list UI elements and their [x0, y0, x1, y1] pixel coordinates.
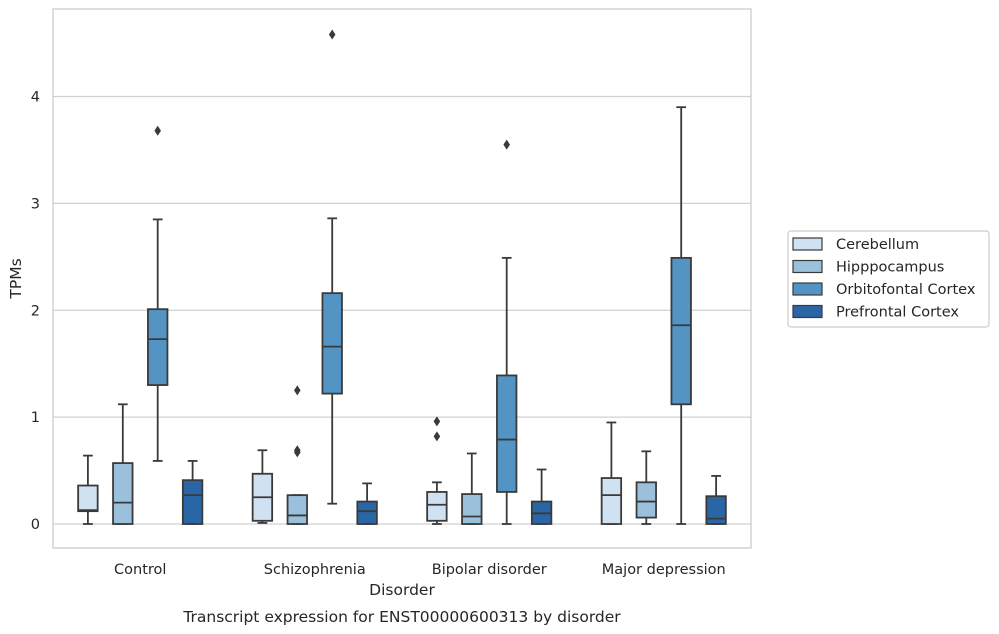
box-prefrontal-cortex [181, 460, 204, 525]
box-iqr [147, 308, 169, 386]
legend-swatch [792, 237, 823, 251]
box-iqr [461, 493, 483, 525]
x-axis-title: Disorder [369, 581, 435, 599]
outlier-marker [294, 445, 301, 456]
outlier-marker [328, 29, 336, 40]
box-orbitofontal-cortex [147, 125, 169, 462]
outlier-marker [154, 125, 161, 136]
box-prefrontal-cortex [705, 475, 727, 525]
box-iqr [426, 491, 448, 522]
x-tick-label: Schizophrenia [264, 562, 366, 578]
box-cerebellum [77, 454, 99, 525]
x-tick-label: Control [114, 562, 166, 578]
legend-frame [787, 230, 990, 328]
box-orbitofontal-cortex [321, 29, 343, 505]
y-tick-labels: 0 1 2 3 4 [31, 90, 40, 534]
outlier-marker [433, 431, 441, 442]
box-iqr [181, 479, 204, 525]
legend-label: Cerebellum [836, 237, 919, 253]
box-prefrontal-cortex [530, 468, 553, 525]
box-iqr [356, 500, 378, 525]
legend-label: Prefrontal Cortex [836, 305, 959, 321]
y-tick-label: 2 [31, 303, 40, 319]
box-orbitofontal-cortex [496, 139, 518, 525]
x-tick-labels: Control Schizophrenia Bipolar disorder Majo… [114, 562, 726, 578]
box-iqr [77, 484, 99, 513]
box-hipppocampus [112, 403, 134, 525]
x-tick-label: Bipolar disorder [432, 562, 547, 578]
box-hipppocampus [461, 452, 483, 525]
outlier-marker [294, 385, 301, 396]
plot-frame [52, 8, 752, 549]
y-axis-title: TPMs [7, 258, 25, 299]
legend-swatch [792, 259, 823, 274]
legend-swatch [792, 304, 823, 319]
legend-label: Hipppocampus [836, 260, 944, 276]
box-hipppocampus [635, 450, 657, 525]
box-hipppocampus [286, 385, 308, 525]
y-tick-label: 1 [31, 410, 40, 426]
box-prefrontal-cortex [356, 482, 378, 525]
box-iqr [496, 374, 518, 493]
box-iqr [321, 292, 343, 395]
box-orbitofontal-cortex [670, 106, 692, 525]
legend: Cerebellum Hipppocampus Orbitofontal Corte… [787, 230, 990, 328]
box-series-layer [77, 29, 727, 525]
outlier-marker [433, 416, 441, 427]
box-iqr [600, 477, 623, 525]
box-cerebellum [600, 421, 623, 525]
x-tick-label: Major depression [602, 562, 726, 578]
legend-label: Orbitofontal Cortex [836, 282, 976, 298]
box-iqr [635, 481, 657, 519]
y-tick-label: 4 [31, 90, 40, 106]
legend-swatch [792, 282, 823, 296]
outlier-marker [503, 139, 510, 150]
box-iqr [112, 462, 134, 525]
box-iqr [670, 256, 692, 406]
y-tick-label: 0 [31, 517, 40, 533]
y-tick-label: 3 [31, 196, 40, 212]
gridlines [53, 95, 751, 525]
box-cerebellum [426, 416, 448, 525]
box-iqr [705, 495, 727, 525]
box-cerebellum [251, 449, 274, 524]
chart-caption: Transcript expression for ENST0000060031… [182, 608, 621, 626]
box-iqr [286, 494, 308, 525]
